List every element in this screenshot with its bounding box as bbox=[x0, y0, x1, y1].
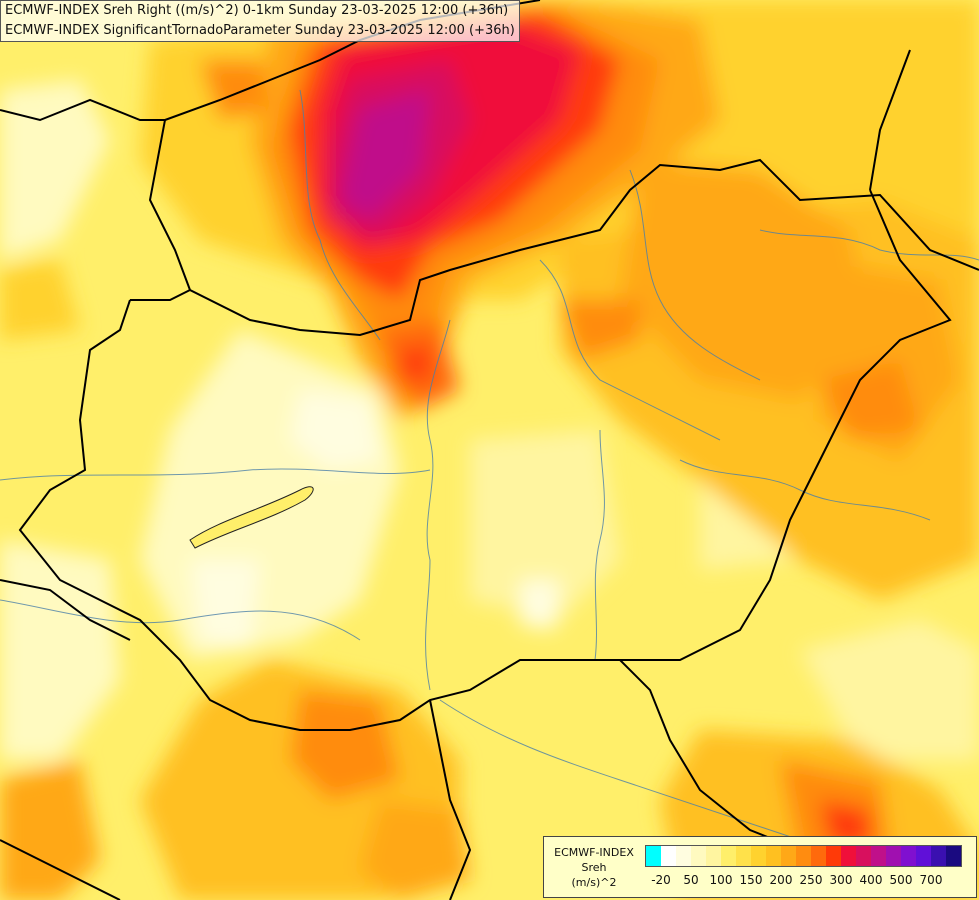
legend-swatch bbox=[916, 846, 931, 866]
title-line-sreh: ECMWF-INDEX Sreh Right ((m/s)^2) 0-1km S… bbox=[5, 3, 509, 18]
legend-swatch bbox=[646, 846, 661, 866]
title-line-stp: ECMWF-INDEX SignificantTornadoParameter … bbox=[5, 23, 515, 38]
legend-swatch bbox=[886, 846, 901, 866]
legend-tick-label: 150 bbox=[739, 873, 763, 887]
legend-swatch bbox=[781, 846, 796, 866]
legend-swatch bbox=[841, 846, 856, 866]
legend-unit: (m/s)^2 bbox=[571, 876, 617, 889]
legend-swatch bbox=[811, 846, 826, 866]
legend-swatch bbox=[721, 846, 736, 866]
legend-swatch bbox=[946, 846, 961, 866]
legend-swatch bbox=[931, 846, 946, 866]
map-title-box: ECMWF-INDEX Sreh Right ((m/s)^2) 0-1km S… bbox=[0, 0, 520, 42]
legend-swatch bbox=[706, 846, 721, 866]
legend-swatch bbox=[691, 846, 706, 866]
legend-tick-label: 250 bbox=[799, 873, 823, 887]
lake-balaton bbox=[189, 486, 314, 549]
legend-swatch bbox=[676, 846, 691, 866]
legend-tick-label: 400 bbox=[859, 873, 883, 887]
legend-color-bar bbox=[645, 845, 962, 867]
legend-tick-label: 700 bbox=[919, 873, 943, 887]
legend-swatch bbox=[856, 846, 871, 866]
legend-tick-label: -20 bbox=[651, 873, 671, 887]
legend-swatch bbox=[826, 846, 841, 866]
legend-swatch bbox=[871, 846, 886, 866]
legend-tick-label: 500 bbox=[889, 873, 913, 887]
legend-swatch bbox=[766, 846, 781, 866]
legend-source: ECMWF-INDEX bbox=[554, 846, 634, 859]
legend-label: ECMWF-INDEX Sreh (m/s)^2 bbox=[550, 845, 638, 890]
legend-swatch bbox=[736, 846, 751, 866]
legend-tick-label: 50 bbox=[683, 873, 699, 887]
legend-swatch bbox=[901, 846, 916, 866]
legend-tick-label: 300 bbox=[829, 873, 853, 887]
legend-tick-label: 100 bbox=[709, 873, 733, 887]
rivers bbox=[0, 89, 979, 841]
legend-ticks: -20 50 100 150 200 250 300 400 500 700 bbox=[645, 873, 975, 889]
legend-variable: Sreh bbox=[581, 861, 607, 874]
legend-tick-label: 200 bbox=[769, 873, 793, 887]
legend-swatch bbox=[661, 846, 676, 866]
legend-swatch bbox=[751, 846, 766, 866]
color-legend: ECMWF-INDEX Sreh (m/s)^2 -20 50 100 150 200 2… bbox=[543, 836, 977, 898]
legend-swatch bbox=[796, 846, 811, 866]
